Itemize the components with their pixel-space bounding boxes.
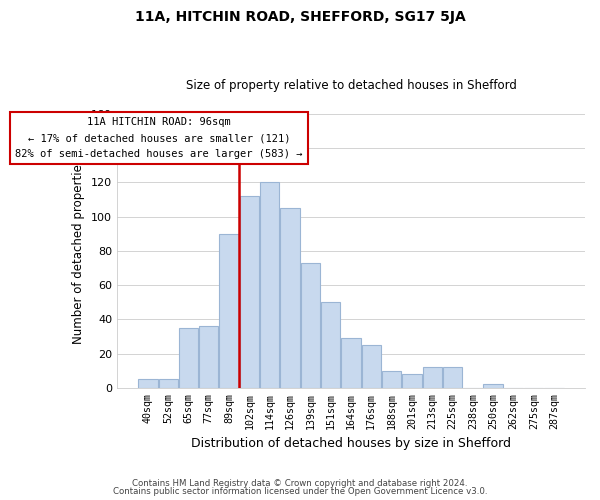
Text: 11A, HITCHIN ROAD, SHEFFORD, SG17 5JA: 11A, HITCHIN ROAD, SHEFFORD, SG17 5JA: [134, 10, 466, 24]
Title: Size of property relative to detached houses in Shefford: Size of property relative to detached ho…: [185, 79, 517, 92]
Bar: [199, 326, 218, 388]
Bar: [422, 368, 442, 388]
Bar: [362, 345, 381, 388]
Bar: [443, 368, 462, 388]
Text: Contains public sector information licensed under the Open Government Licence v3: Contains public sector information licen…: [113, 487, 487, 496]
Bar: [341, 338, 361, 388]
Bar: [158, 379, 178, 388]
Bar: [240, 196, 259, 388]
Text: Contains HM Land Registry data © Crown copyright and database right 2024.: Contains HM Land Registry data © Crown c…: [132, 478, 468, 488]
Bar: [280, 208, 299, 388]
Bar: [321, 302, 340, 388]
Bar: [382, 370, 401, 388]
Bar: [402, 374, 422, 388]
Bar: [220, 234, 239, 388]
Bar: [260, 182, 280, 388]
Bar: [301, 263, 320, 388]
Bar: [138, 379, 158, 388]
Text: 11A HITCHIN ROAD: 96sqm
← 17% of detached houses are smaller (121)
82% of semi-d: 11A HITCHIN ROAD: 96sqm ← 17% of detache…: [15, 118, 303, 158]
Bar: [484, 384, 503, 388]
Bar: [179, 328, 198, 388]
X-axis label: Distribution of detached houses by size in Shefford: Distribution of detached houses by size …: [191, 437, 511, 450]
Y-axis label: Number of detached properties: Number of detached properties: [73, 158, 85, 344]
